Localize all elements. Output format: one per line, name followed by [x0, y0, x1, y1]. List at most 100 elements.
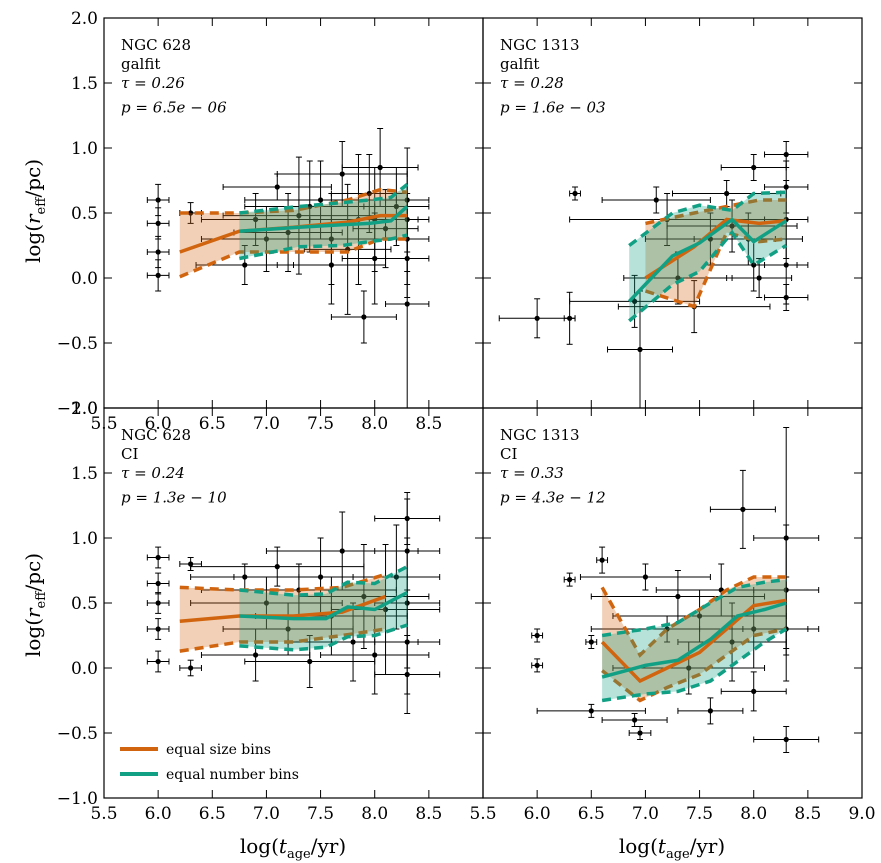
x-tick-label: 6.0 — [145, 804, 172, 824]
x-tick-label: 8.0 — [361, 414, 388, 434]
data-point — [531, 658, 544, 673]
point-marker — [632, 298, 638, 304]
x-tick-label: 7.5 — [686, 804, 713, 824]
point-marker — [155, 220, 161, 226]
point-marker — [361, 593, 367, 600]
x-tick-label: 5.5 — [469, 804, 496, 824]
data-point — [601, 713, 668, 727]
point-marker — [404, 301, 410, 307]
y-tick-label: 2.0 — [71, 9, 98, 29]
x-tick-label: 5.5 — [90, 804, 117, 824]
point-marker — [263, 600, 270, 606]
y-tick-label: 1.0 — [71, 139, 98, 159]
y-tick-label: −0.5 — [57, 724, 98, 744]
data-point — [330, 290, 397, 344]
legend-label-size-bins: equal size bins — [166, 742, 271, 758]
point-marker — [188, 210, 194, 216]
band-number-bins — [602, 579, 787, 701]
median-line-number-bins — [627, 217, 788, 303]
panel-1: 5.5 6.0 6.5 7.0 7.5 8.0 8.5−1.0−0.50.00.51.01.… — [57, 9, 484, 434]
point-marker — [534, 632, 540, 639]
band-lower-edge — [644, 230, 787, 309]
data-point — [179, 659, 202, 677]
data-point — [146, 592, 170, 614]
y-tick-label: 0.0 — [71, 659, 98, 679]
point-marker — [696, 613, 703, 619]
point-marker — [155, 658, 161, 665]
point-marker — [404, 671, 410, 678]
data-point — [590, 570, 766, 623]
band-upper-edge — [628, 190, 787, 247]
y-tick-label: 0.5 — [71, 204, 98, 224]
data-point — [531, 628, 544, 643]
data-point — [146, 572, 170, 595]
galaxy-name: NGC 628 — [121, 36, 191, 54]
p-value: p = 1.6e − 03 — [500, 99, 606, 117]
band-number-bins — [239, 566, 408, 650]
point-marker — [675, 593, 681, 600]
x-tick-label: 8.0 — [361, 804, 388, 824]
legend-label-number-bins: equal number bins — [166, 767, 299, 783]
band-size-bins — [179, 189, 408, 277]
point-marker — [783, 262, 789, 268]
point-marker — [653, 197, 659, 203]
y-axis-label-bottom: log(reff/pc) — [21, 553, 49, 657]
x-tick-label: 6.5 — [199, 804, 226, 824]
x-axis-label-right: log(tage/yr) — [619, 834, 725, 862]
point-marker — [377, 164, 383, 171]
data-point — [498, 298, 576, 339]
data-point — [709, 469, 776, 549]
data-point — [677, 602, 787, 682]
x-tick-label: 6.5 — [578, 804, 605, 824]
tau-value: τ = 0.33 — [500, 464, 564, 482]
band-lower-edge — [239, 623, 408, 652]
method-label: CI — [121, 445, 138, 463]
x-tick-label: 8.5 — [415, 804, 442, 824]
point-marker — [361, 314, 367, 320]
point-marker — [534, 662, 540, 669]
point-marker — [155, 249, 161, 255]
point-marker — [707, 708, 714, 714]
band-size-bins — [179, 574, 386, 652]
data-point — [222, 156, 376, 275]
point-marker — [155, 626, 161, 632]
p-value: p = 6.5e − 06 — [121, 99, 227, 117]
data-point — [303, 183, 392, 315]
point-marker — [317, 197, 324, 203]
x-tick-label: 7.5 — [307, 804, 334, 824]
median-line-number-bins — [601, 601, 787, 679]
data-point — [628, 726, 652, 740]
data-point — [385, 199, 430, 408]
y-tick-label: −0.5 — [57, 334, 98, 354]
point-marker — [534, 315, 540, 321]
point-marker — [317, 574, 324, 580]
point-marker — [599, 557, 605, 563]
data-point — [536, 703, 646, 718]
point-marker — [328, 262, 334, 268]
y-tick-label: 0.0 — [71, 269, 98, 289]
data-point — [764, 141, 809, 168]
p-value: p = 1.3e − 10 — [121, 489, 227, 507]
tau-value: τ = 0.28 — [500, 74, 564, 92]
point-marker — [588, 708, 594, 714]
panel-3: 5.5 6.0 6.5 7.0 7.5 8.0 8.5 −1.0 −0.5 0.0 0.5 1.0 1.… — [57, 399, 484, 824]
method-label: CI — [500, 445, 517, 463]
x-tick-label: 8.0 — [740, 804, 767, 824]
point-marker — [307, 658, 313, 665]
data-point — [596, 546, 609, 574]
y-tick-label: 1.0 — [71, 529, 98, 549]
point-marker — [339, 171, 345, 177]
point-marker — [572, 190, 578, 197]
point-marker — [382, 606, 389, 613]
point-marker — [393, 574, 399, 580]
point-marker — [632, 717, 638, 723]
point-marker — [783, 736, 789, 743]
point-marker — [253, 216, 259, 223]
plot-area — [498, 141, 809, 408]
band-upper-edge — [239, 565, 409, 597]
median-line-number-bins — [239, 205, 409, 233]
point-marker — [740, 506, 746, 512]
x-tick-label: 6.5 — [199, 414, 226, 434]
